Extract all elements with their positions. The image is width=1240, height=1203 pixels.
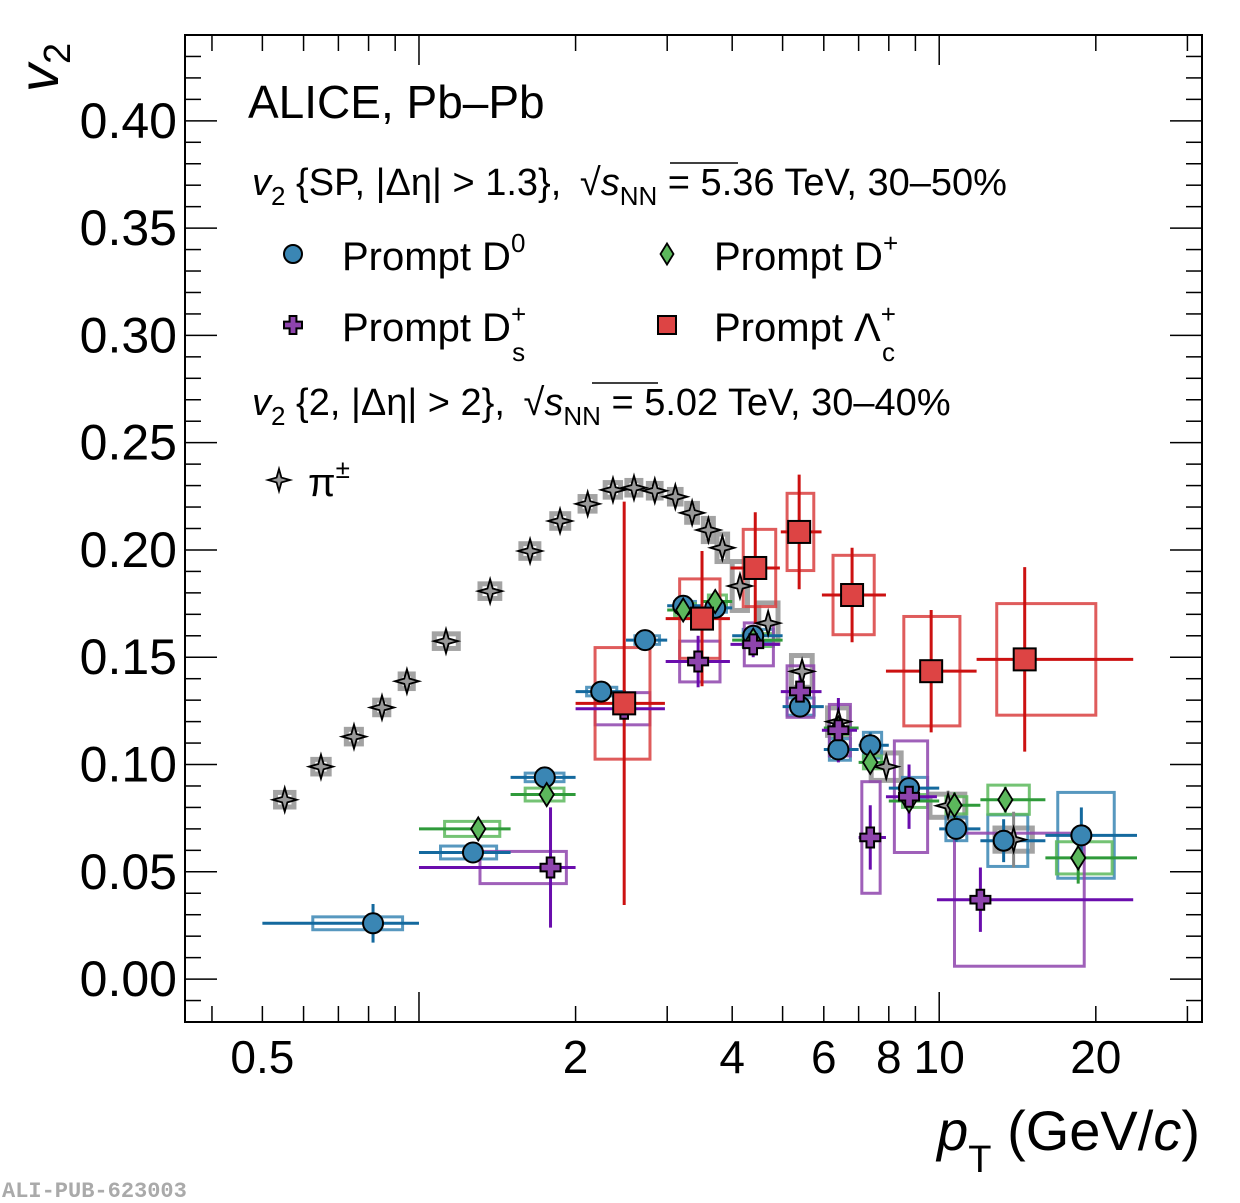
x-tick-label: 20: [1070, 1031, 1121, 1083]
data-point: [544, 505, 576, 537]
error-bars-layer: [262, 474, 1138, 943]
x-tick-label: 0.5: [230, 1031, 294, 1083]
data-point: [676, 497, 708, 529]
x-tick-label: 6: [811, 1031, 837, 1083]
markers-layer: [269, 472, 1093, 935]
data-point: [597, 474, 629, 506]
data-point: [612, 691, 637, 716]
data-point: [639, 475, 671, 507]
legend-marker-square: [657, 315, 677, 335]
data-point: [992, 829, 1015, 852]
data-point: [687, 650, 710, 673]
legend-layer: ALICE, Pb–Pb v2 {SP, |Δη| > 1.3}, √sNN =…: [248, 76, 1007, 505]
data-point: [862, 749, 879, 776]
publication-id: ALI-PUB-623003: [2, 1179, 187, 1203]
data-point: [590, 680, 613, 703]
legend-marker-diamond: [659, 241, 675, 267]
data-point: [870, 751, 902, 782]
data-point: [919, 659, 944, 684]
data-point: [788, 680, 811, 703]
axes-layer: 0.00 0.05 0.10 0.15 0.20 0.25 0.30 0.35 0.40 0.5 2…: [7, 34, 1203, 1181]
data-point: [1012, 647, 1037, 672]
data-point: [827, 719, 850, 742]
data-point: [634, 629, 657, 652]
data-point: [366, 692, 398, 723]
data-point: [470, 815, 487, 843]
y-tick-label: 0.00: [80, 951, 177, 1007]
data-point: [946, 792, 963, 819]
y-tick-label: 0.25: [80, 415, 177, 471]
data-point: [742, 633, 765, 656]
x-tick-label: 8: [876, 1031, 902, 1083]
legend-marker-circle: [283, 244, 303, 264]
data-point: [859, 826, 882, 849]
y-tick-label: 0.15: [80, 629, 177, 685]
legend-header-sp: v2 {SP, |Δη| > 1.3}, √sNN = 5.36 TeV, 30…: [252, 162, 1007, 211]
legend-label: Prompt D+: [714, 228, 898, 279]
y-tick-label: 0.20: [80, 522, 177, 578]
data-point: [461, 841, 484, 864]
data-point: [338, 721, 370, 752]
data-point: [474, 575, 506, 607]
experiment-label: ALICE, Pb–Pb: [248, 76, 545, 128]
legend-label: Prompt D+ s: [342, 299, 526, 367]
y-tick-label: 0.05: [80, 844, 177, 900]
data-point: [969, 888, 992, 911]
data-point: [787, 519, 812, 544]
data-point: [660, 481, 691, 513]
data-point: [269, 784, 301, 816]
data-point: [743, 555, 768, 580]
data-point: [430, 625, 462, 657]
y-tick-label: 0.35: [80, 200, 177, 256]
data-point: [514, 535, 546, 567]
data-point: [898, 785, 921, 808]
systematic-boxes-layer: [273, 477, 1116, 968]
data-point: [539, 856, 562, 879]
data-point: [391, 665, 423, 697]
data-point: [572, 488, 603, 520]
data-point: [693, 514, 724, 546]
legend-label: Prompt D0: [342, 228, 525, 279]
y-axis-title: v2: [7, 43, 79, 92]
data-point: [690, 606, 715, 631]
x-tick-label: 10: [914, 1031, 965, 1083]
data-point: [945, 817, 968, 840]
x-tick-label: 2: [563, 1031, 589, 1083]
y-tick-label: 0.10: [80, 737, 177, 793]
data-point: [305, 751, 337, 782]
y-tick-label: 0.30: [80, 307, 177, 363]
legend-header-2part: v2 {2, |Δη| > 2}, √sNN = 5.02 TeV, 30–40…: [252, 382, 951, 431]
x-tick-label: 4: [719, 1031, 745, 1083]
data-point: [997, 786, 1014, 813]
data-point: [674, 596, 692, 624]
data-point: [1069, 844, 1087, 872]
data-point: [724, 570, 756, 602]
data-point: [827, 738, 850, 761]
data-point: [362, 912, 385, 935]
legend-marker-star4: [264, 465, 294, 495]
data-point: [1070, 824, 1093, 847]
data-point: [533, 766, 556, 789]
legend-marker-cross: [283, 315, 303, 335]
data-point: [618, 472, 650, 504]
x-axis-title: pT (GeV/c): [935, 1099, 1200, 1181]
data-point: [752, 607, 784, 639]
data-point: [840, 583, 865, 608]
data-point: [707, 532, 738, 564]
y-tick-label: 0.40: [80, 93, 177, 149]
data-point: [538, 781, 555, 808]
legend-label: Prompt Λ+ c: [714, 299, 896, 367]
legend-label: π±: [308, 454, 350, 505]
